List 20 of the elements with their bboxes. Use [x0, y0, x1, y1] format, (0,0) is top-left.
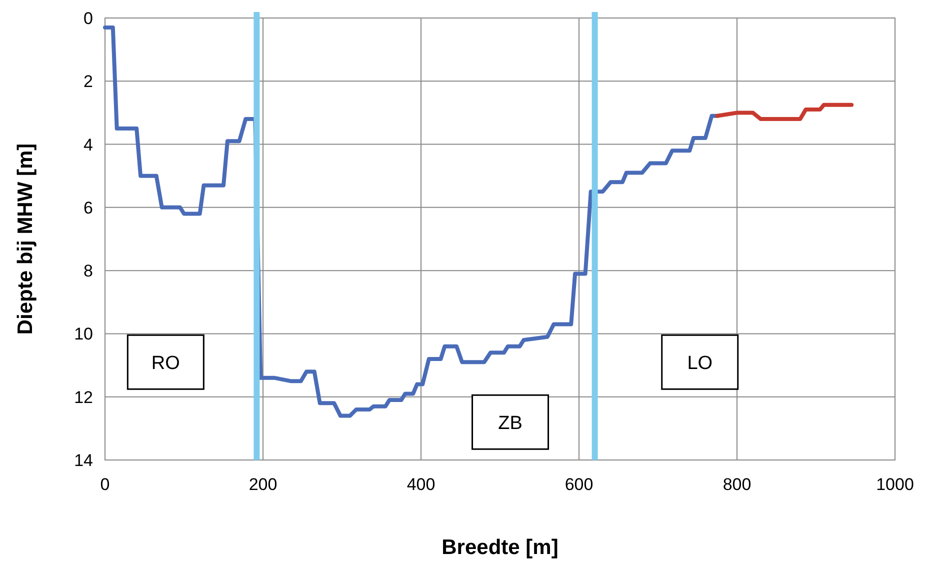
annotation: ZB [498, 413, 522, 434]
y-axis-title: Diepte bij MHW [m] [14, 143, 37, 335]
x-tick-label: 400 [406, 475, 436, 494]
x-tick-label: 800 [722, 475, 752, 494]
annotation: LO [687, 353, 713, 374]
y-tick-label: 14 [74, 451, 93, 470]
y-tick-label: 2 [84, 72, 93, 92]
y-tick-label: 10 [74, 324, 93, 344]
x-tick-label: 200 [248, 475, 278, 494]
line-series [715, 102, 854, 122]
x-axis-title: Breedte [m] [442, 536, 558, 559]
y-tick-label: 0 [84, 9, 93, 28]
x-tick-label: 0 [100, 475, 110, 494]
x-tick-label: 600 [564, 475, 594, 494]
y-tick-label: 12 [74, 388, 93, 407]
y-tick-label: 8 [84, 262, 93, 281]
x-tick-label: 1000 [876, 475, 914, 494]
y-tick-label: 6 [84, 198, 93, 218]
annotation: RO [151, 353, 180, 374]
y-tick-label: 4 [84, 135, 93, 154]
